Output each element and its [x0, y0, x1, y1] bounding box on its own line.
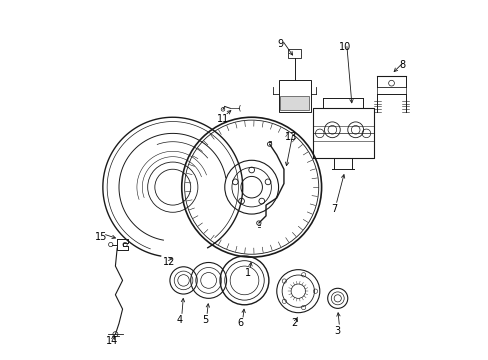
Text: 2: 2 — [291, 319, 297, 328]
Text: 9: 9 — [277, 39, 283, 49]
Text: 14: 14 — [105, 336, 118, 346]
Text: 1: 1 — [244, 268, 251, 278]
Text: 12: 12 — [163, 257, 175, 267]
Text: 13: 13 — [285, 132, 297, 142]
Text: 10: 10 — [338, 42, 350, 52]
Text: 5: 5 — [202, 315, 208, 325]
Text: 7: 7 — [330, 204, 337, 214]
Text: 6: 6 — [237, 319, 244, 328]
FancyBboxPatch shape — [280, 96, 308, 110]
Text: 8: 8 — [398, 60, 405, 70]
Text: 15: 15 — [95, 232, 107, 242]
Text: 11: 11 — [216, 114, 229, 124]
Text: 3: 3 — [334, 325, 340, 336]
Text: 4: 4 — [177, 315, 183, 325]
